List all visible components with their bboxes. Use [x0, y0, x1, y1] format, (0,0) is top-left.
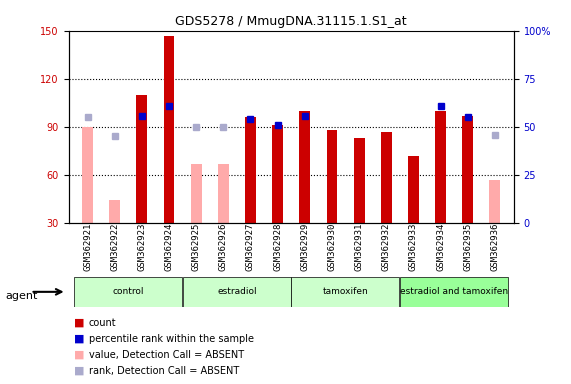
- Text: GSM362925: GSM362925: [192, 223, 200, 271]
- Text: GSM362931: GSM362931: [355, 223, 364, 271]
- Text: GSM362922: GSM362922: [110, 223, 119, 271]
- Text: estradiol and tamoxifen: estradiol and tamoxifen: [400, 287, 508, 296]
- Text: control: control: [112, 287, 144, 296]
- Bar: [136, 95, 147, 223]
- Bar: [218, 164, 229, 223]
- Text: estradiol: estradiol: [217, 287, 257, 296]
- Text: GSM362933: GSM362933: [409, 223, 418, 271]
- Text: GSM362926: GSM362926: [219, 223, 228, 271]
- Bar: [327, 130, 337, 223]
- Text: value, Detection Call = ABSENT: value, Detection Call = ABSENT: [89, 350, 244, 360]
- Text: GSM362927: GSM362927: [246, 223, 255, 271]
- Text: ■: ■: [74, 366, 85, 376]
- Bar: [463, 116, 473, 223]
- Bar: [408, 156, 419, 223]
- Bar: [353, 138, 364, 223]
- Bar: [272, 125, 283, 223]
- Text: GSM362921: GSM362921: [83, 223, 92, 271]
- Title: GDS5278 / MmugDNA.31115.1.S1_at: GDS5278 / MmugDNA.31115.1.S1_at: [175, 15, 407, 28]
- Text: GSM362936: GSM362936: [490, 223, 500, 271]
- Text: ■: ■: [74, 334, 85, 344]
- FancyBboxPatch shape: [183, 277, 291, 306]
- Text: tamoxifen: tamoxifen: [323, 287, 368, 296]
- Bar: [299, 111, 310, 223]
- Bar: [109, 200, 120, 223]
- Text: rank, Detection Call = ABSENT: rank, Detection Call = ABSENT: [89, 366, 239, 376]
- Bar: [381, 132, 392, 223]
- Text: percentile rank within the sample: percentile rank within the sample: [89, 334, 254, 344]
- Text: GSM362924: GSM362924: [164, 223, 174, 271]
- Text: GSM362934: GSM362934: [436, 223, 445, 271]
- Text: GSM362929: GSM362929: [300, 223, 309, 271]
- Bar: [489, 180, 500, 223]
- Text: ■: ■: [74, 350, 85, 360]
- Text: count: count: [89, 318, 116, 328]
- Text: GSM362928: GSM362928: [273, 223, 282, 271]
- Text: GSM362932: GSM362932: [382, 223, 391, 271]
- Text: GSM362930: GSM362930: [327, 223, 336, 271]
- Bar: [163, 36, 174, 223]
- Text: agent: agent: [6, 291, 38, 301]
- Text: GSM362935: GSM362935: [463, 223, 472, 271]
- FancyBboxPatch shape: [400, 277, 508, 306]
- FancyBboxPatch shape: [74, 277, 182, 306]
- FancyBboxPatch shape: [291, 277, 399, 306]
- Text: GSM362923: GSM362923: [138, 223, 146, 271]
- Bar: [191, 164, 202, 223]
- Text: ■: ■: [74, 318, 85, 328]
- Bar: [245, 117, 256, 223]
- Bar: [435, 111, 446, 223]
- Bar: [82, 127, 93, 223]
